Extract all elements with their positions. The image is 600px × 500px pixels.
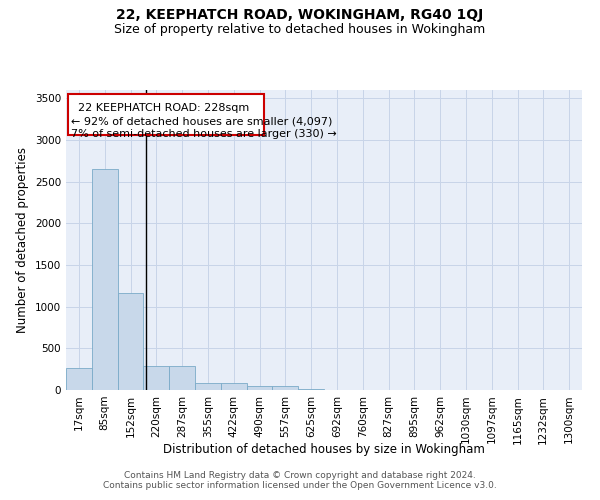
Text: 22, KEEPHATCH ROAD, WOKINGHAM, RG40 1QJ: 22, KEEPHATCH ROAD, WOKINGHAM, RG40 1QJ xyxy=(116,8,484,22)
Bar xyxy=(143,366,169,390)
Text: ← 92% of detached houses are smaller (4,097): ← 92% of detached houses are smaller (4,… xyxy=(71,116,332,126)
Bar xyxy=(118,294,143,390)
Y-axis label: Number of detached properties: Number of detached properties xyxy=(16,147,29,333)
Bar xyxy=(272,386,298,390)
Text: Contains HM Land Registry data © Crown copyright and database right 2024.
Contai: Contains HM Land Registry data © Crown c… xyxy=(103,470,497,490)
Bar xyxy=(298,389,324,390)
Text: 7% of semi-detached houses are larger (330) →: 7% of semi-detached houses are larger (3… xyxy=(71,129,337,139)
Bar xyxy=(221,384,247,390)
Bar xyxy=(66,368,92,390)
Bar xyxy=(195,384,221,390)
Bar xyxy=(247,386,272,390)
Bar xyxy=(169,366,195,390)
Text: Distribution of detached houses by size in Wokingham: Distribution of detached houses by size … xyxy=(163,442,485,456)
Bar xyxy=(92,169,118,390)
Text: Size of property relative to detached houses in Wokingham: Size of property relative to detached ho… xyxy=(115,22,485,36)
Text: 22 KEEPHATCH ROAD: 228sqm: 22 KEEPHATCH ROAD: 228sqm xyxy=(71,104,250,114)
FancyBboxPatch shape xyxy=(68,94,264,135)
